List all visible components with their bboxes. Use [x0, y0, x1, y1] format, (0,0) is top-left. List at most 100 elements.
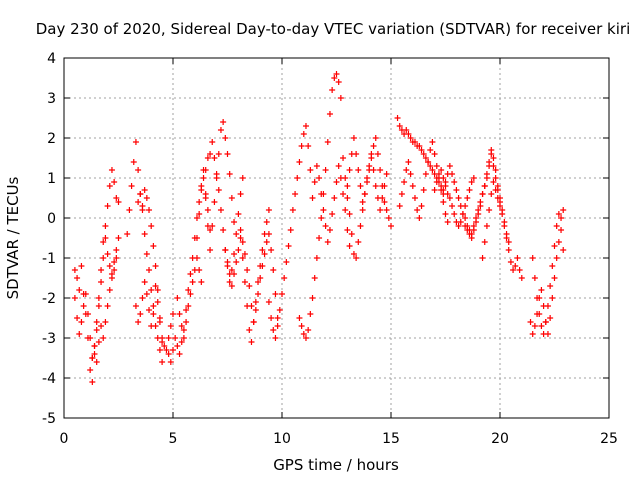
data-point	[383, 171, 390, 177]
data-point	[231, 271, 238, 277]
data-point	[130, 159, 137, 165]
data-point	[381, 199, 388, 205]
data-point	[111, 259, 118, 265]
data-point	[344, 227, 351, 233]
data-point	[318, 191, 325, 197]
data-point	[464, 227, 471, 233]
data-point	[422, 155, 429, 161]
data-point	[298, 323, 305, 329]
data-point	[132, 303, 139, 309]
data-point	[316, 175, 323, 181]
data-point	[172, 335, 179, 341]
x-tick-label: 0	[60, 431, 69, 447]
data-point	[294, 175, 301, 181]
data-point	[209, 223, 216, 229]
y-tick-label: -5	[42, 411, 56, 427]
data-point	[313, 163, 320, 169]
data-point	[237, 227, 244, 233]
series-sat-e	[132, 279, 176, 353]
data-point	[494, 195, 501, 201]
data-point	[272, 335, 279, 341]
series-sat-r	[394, 115, 447, 193]
data-point	[167, 359, 174, 365]
data-point	[126, 207, 133, 213]
data-point	[431, 187, 438, 193]
data-point	[322, 167, 329, 173]
data-point	[429, 167, 436, 173]
data-point	[542, 319, 549, 325]
data-point	[170, 347, 176, 353]
data-point	[237, 235, 244, 241]
y-tick-label: 4	[47, 51, 56, 67]
data-point	[464, 195, 471, 201]
data-point	[222, 247, 229, 253]
data-point	[113, 255, 120, 261]
data-point	[470, 227, 477, 233]
data-point	[416, 143, 423, 149]
data-point	[468, 179, 475, 185]
data-point	[300, 331, 307, 337]
data-point	[333, 179, 340, 185]
data-point	[246, 327, 253, 333]
data-point	[483, 223, 490, 229]
data-point	[418, 203, 425, 209]
data-point	[316, 235, 323, 241]
series-sat-m	[265, 123, 314, 341]
data-point	[93, 327, 100, 333]
data-point	[379, 195, 386, 201]
data-point	[514, 255, 521, 261]
data-point	[553, 223, 560, 229]
data-point	[505, 247, 512, 253]
data-point	[272, 291, 279, 297]
data-point	[547, 283, 554, 289]
data-point	[300, 131, 307, 137]
data-point	[141, 231, 148, 237]
series-sat-i	[193, 119, 238, 253]
data-point	[405, 159, 412, 165]
data-point	[270, 327, 277, 333]
data-point	[411, 195, 418, 201]
data-point	[248, 303, 255, 309]
data-point	[159, 359, 166, 365]
data-point	[322, 223, 329, 229]
data-point	[329, 211, 336, 217]
data-point	[333, 71, 340, 77]
data-point	[198, 187, 205, 193]
y-tick-label: -1	[42, 251, 56, 267]
data-point	[235, 211, 242, 217]
data-point	[326, 227, 333, 233]
data-point	[555, 211, 562, 217]
data-point	[431, 151, 438, 157]
series-sat-p	[340, 135, 394, 261]
data-point	[178, 323, 185, 329]
data-point	[296, 315, 303, 321]
data-point	[239, 239, 246, 245]
data-point	[265, 231, 272, 237]
data-point	[231, 219, 238, 225]
data-point	[492, 167, 499, 173]
data-point	[228, 195, 235, 201]
data-point	[342, 207, 349, 213]
series-sat-c	[89, 235, 122, 365]
data-point	[335, 79, 342, 85]
data-point	[91, 351, 98, 357]
data-point	[353, 151, 360, 157]
data-point	[259, 247, 266, 253]
data-point	[490, 179, 497, 185]
data-point	[444, 219, 451, 225]
data-point	[165, 351, 172, 357]
data-point	[320, 207, 327, 213]
data-point	[161, 343, 168, 349]
data-point	[348, 231, 355, 237]
data-point	[551, 275, 558, 281]
data-point	[87, 367, 94, 373]
data-point	[228, 283, 235, 289]
data-point	[279, 291, 285, 297]
data-point	[534, 311, 541, 317]
data-point	[558, 227, 565, 233]
y-tick-label: 3	[47, 91, 56, 107]
data-point	[139, 203, 146, 209]
data-point	[340, 191, 347, 197]
data-point	[224, 259, 231, 265]
